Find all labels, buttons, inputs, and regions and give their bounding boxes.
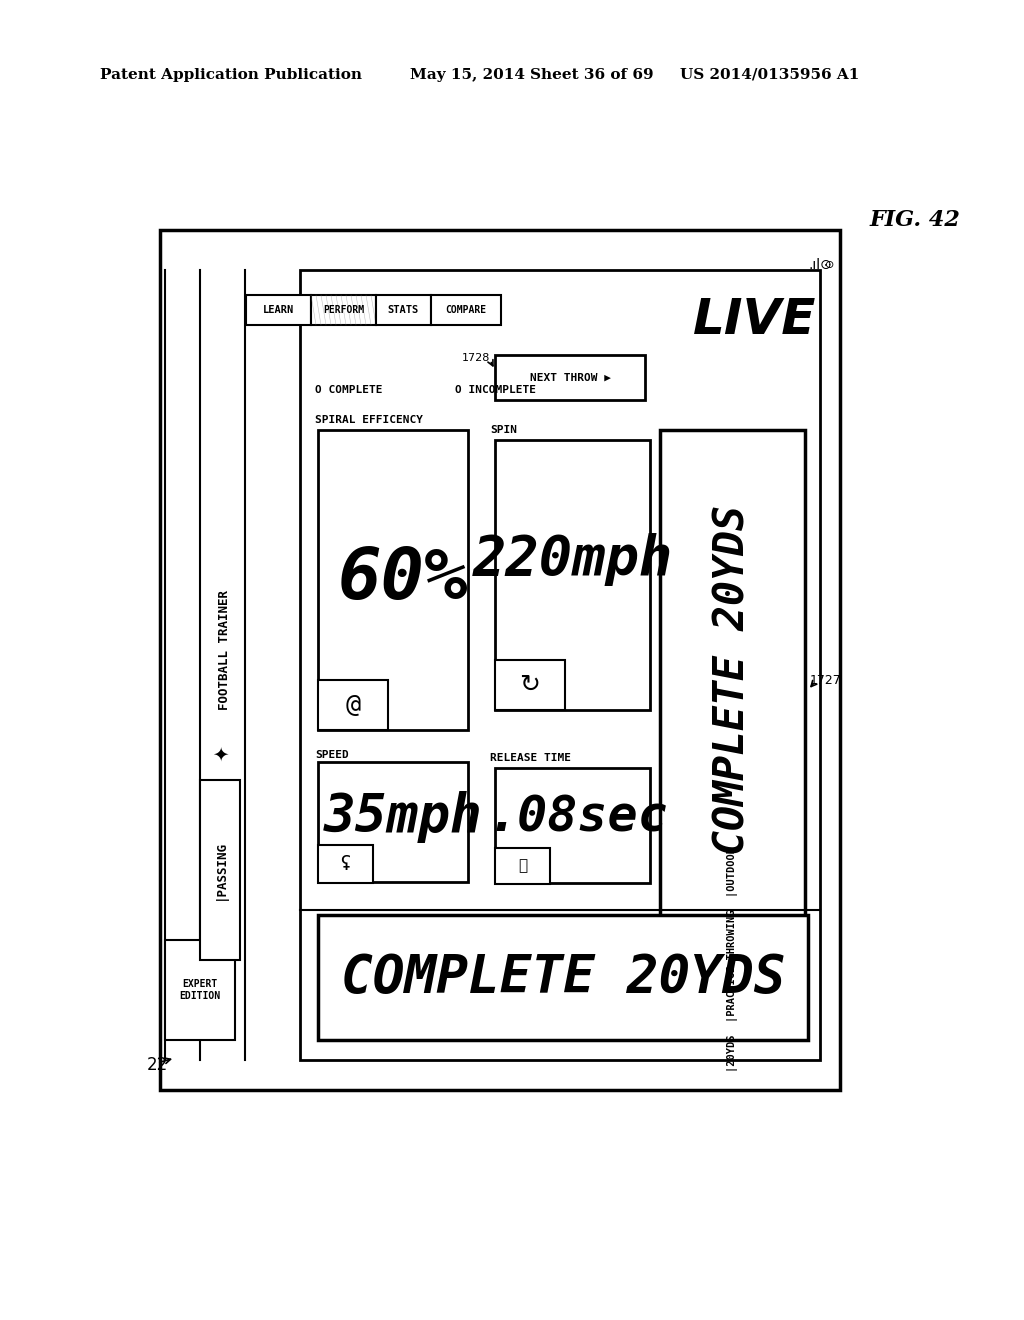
Text: LIVE: LIVE (693, 296, 817, 345)
Text: |20YDS  |PRACTICE THROWING  |OUTDOOR: |20YDS |PRACTICE THROWING |OUTDOOR (727, 847, 738, 1072)
Text: ↻: ↻ (519, 673, 541, 697)
Text: SPEED: SPEED (315, 750, 349, 760)
Bar (160, 230, 840, 1090)
Text: O INCOMPLETE: O INCOMPLETE (455, 385, 536, 395)
Text: COMPLETE 20YDS: COMPLETE 20YDS (712, 506, 754, 855)
Bar (246, 294, 311, 325)
Text: ⏻: ⏻ (518, 858, 527, 874)
Text: FOOTBALL TRAINER: FOOTBALL TRAINER (218, 590, 231, 710)
Bar (300, 271, 820, 1060)
Bar (495, 847, 550, 884)
Text: .ıl⊙: .ıl⊙ (808, 257, 831, 272)
Bar (660, 430, 805, 931)
Bar (318, 430, 468, 730)
Bar (318, 762, 468, 882)
Bar (376, 294, 431, 325)
Text: STATS: STATS (388, 305, 419, 315)
Bar (318, 680, 388, 730)
Text: ✦: ✦ (212, 746, 228, 764)
Bar (495, 440, 650, 710)
Text: NEXT THROW ▶: NEXT THROW ▶ (529, 372, 610, 383)
Text: SPIRAL EFFICENCY: SPIRAL EFFICENCY (315, 414, 423, 425)
Bar (200, 780, 240, 960)
Text: COMPARE: COMPARE (445, 305, 486, 315)
Text: |PASSING: |PASSING (213, 840, 226, 900)
Text: US 2014/0135956 A1: US 2014/0135956 A1 (680, 69, 859, 82)
Text: Patent Application Publication: Patent Application Publication (100, 69, 362, 82)
Bar (165, 940, 234, 1040)
Bar (495, 768, 650, 883)
Bar (318, 845, 373, 883)
Text: Sheet 36 of 69: Sheet 36 of 69 (530, 69, 653, 82)
Text: RELEASE TIME: RELEASE TIME (490, 752, 571, 763)
Text: ʢ: ʢ (341, 854, 350, 874)
Text: 22: 22 (146, 1056, 168, 1074)
Text: @: @ (345, 693, 360, 717)
Text: COMPLETE 20YDS: COMPLETE 20YDS (341, 952, 785, 1003)
Text: 1727: 1727 (810, 673, 842, 686)
Text: LEARN: LEARN (263, 305, 294, 315)
Bar (495, 660, 565, 710)
Text: ⊙: ⊙ (825, 260, 835, 271)
Text: 35mph: 35mph (324, 791, 482, 843)
Text: 1728: 1728 (462, 352, 490, 363)
Text: May 15, 2014: May 15, 2014 (410, 69, 525, 82)
Bar (431, 294, 501, 325)
Text: .08sec: .08sec (487, 795, 668, 842)
Bar (318, 915, 808, 1040)
Text: O COMPLETE: O COMPLETE (315, 385, 383, 395)
Bar (311, 294, 376, 325)
Text: SPIN: SPIN (490, 425, 517, 436)
Text: 220mph: 220mph (472, 533, 673, 586)
Text: EXPERT
EDITION: EXPERT EDITION (179, 979, 220, 1001)
Bar (495, 355, 645, 400)
Text: FIG. 42: FIG. 42 (870, 209, 961, 231)
Text: 60%: 60% (338, 545, 468, 615)
Text: PERFORM: PERFORM (323, 305, 365, 315)
